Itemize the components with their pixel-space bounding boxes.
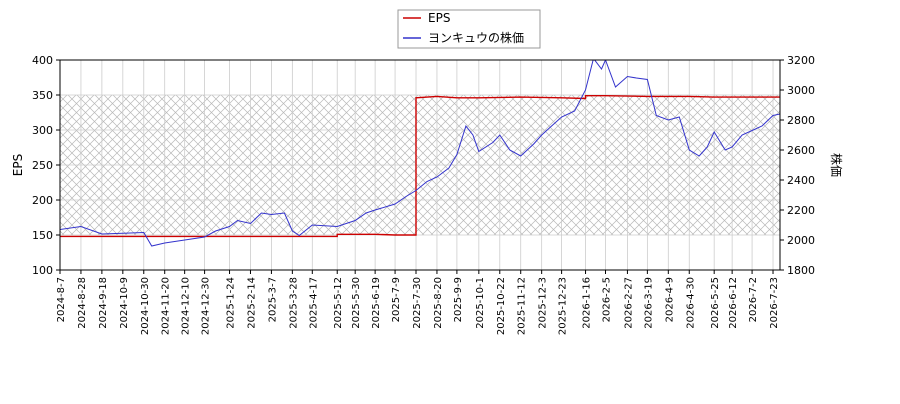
x-tick-label: 2026-2-27	[623, 277, 634, 329]
y-left-tick-label: 400	[32, 54, 53, 67]
x-tick-label: 2025-5-30	[351, 277, 362, 329]
y-left-tick-label: 350	[32, 89, 53, 102]
x-tick-label: 2026-7-23	[769, 277, 780, 329]
x-tick-label: 2026-6-12	[728, 277, 739, 329]
y-axis-left: 100 150 200 250 300 350 400	[32, 54, 60, 277]
y-left-tick-label: 100	[32, 264, 53, 277]
y-axis-right: 1800 2000 2200 2400 2600 2800 3000 3200	[780, 54, 815, 277]
x-tick-label: 2024-12-30	[201, 277, 212, 335]
x-tick-label: 2025-12-3	[538, 277, 549, 329]
x-tick-label: 2025-3-28	[288, 277, 299, 329]
series-line-eps	[60, 94, 780, 238]
grid	[59, 59, 780, 271]
y-right-tick-label: 2000	[787, 234, 815, 247]
x-tick-label: 2025-11-12	[517, 277, 528, 335]
x-tick-label: 2024-10-9	[119, 277, 130, 329]
legend-box	[397, 9, 541, 49]
x-tick-label: 2024-8-28	[77, 277, 88, 329]
x-tick-label: 2025-8-20	[433, 277, 444, 329]
y-right-tick-label: 2400	[787, 174, 815, 187]
y-left-tick-label: 200	[32, 194, 53, 207]
x-tick-label: 2026-3-19	[643, 277, 654, 329]
x-tick-label: 2024-8-7	[56, 277, 67, 322]
x-tick-label: 2026-7-2	[748, 277, 759, 322]
y-left-label: EPS	[11, 154, 25, 176]
x-tick-label: 2026-2-5	[601, 277, 612, 322]
y-right-label: 株価	[829, 153, 844, 177]
x-tick-label: 2026-4-9	[664, 277, 675, 322]
x-tick-label: 2026-1-16	[582, 277, 593, 329]
y-right-tick-label: 3200	[787, 54, 815, 67]
x-tick-label: 2025-1-24	[226, 277, 237, 329]
legend: EPS ヨンキュウの株価	[397, 9, 541, 49]
x-tick-label: 2024-12-10	[181, 277, 192, 335]
x-tick-label: 2025-10-22	[496, 277, 507, 335]
x-tick-label: 2025-4-17	[308, 277, 319, 329]
x-tick-label: 2024-10-30	[140, 277, 151, 335]
y-right-tick-label: 3000	[787, 84, 815, 97]
y-left-tick-label: 300	[32, 124, 53, 137]
x-tick-label: 2025-7-9	[391, 277, 402, 322]
y-right-tick-label: 1800	[787, 264, 815, 277]
y-right-tick-label: 2200	[787, 204, 815, 217]
legend-eps-label: EPS	[428, 11, 450, 25]
x-tick-label: 2024-9-18	[98, 277, 109, 329]
series-layer	[60, 60, 780, 247]
x-tick-label: 2025-12-23	[558, 277, 569, 335]
x-tick-label: 2025-5-12	[333, 277, 344, 329]
x-tick-label: 2025-6-19	[371, 277, 382, 329]
y-left-tick-label: 250	[32, 159, 53, 172]
y-right-tick-label: 2600	[787, 144, 815, 157]
y-left-tick-label: 150	[32, 229, 53, 242]
x-axis: 2024-8-7 2024-8-28 2024-9-18 2024-10-9 2024-…	[56, 270, 780, 335]
x-tick-label: 2026-5-25	[710, 277, 721, 329]
x-tick-label: 2025-3-7	[267, 277, 278, 322]
x-tick-label: 2026-4-30	[685, 277, 696, 329]
x-tick-label: 2025-9-9	[453, 277, 464, 322]
x-tick-label: 2025-10-1	[475, 277, 486, 329]
x-tick-label: 2024-11-20	[161, 277, 172, 335]
x-tick-label: 2025-7-30	[412, 277, 423, 329]
x-tick-label: 2025-2-14	[246, 277, 257, 329]
legend-price-label: ヨンキュウの株価	[428, 30, 524, 45]
series-line-stock-price	[60, 60, 780, 247]
y-right-tick-label: 2800	[787, 114, 815, 127]
